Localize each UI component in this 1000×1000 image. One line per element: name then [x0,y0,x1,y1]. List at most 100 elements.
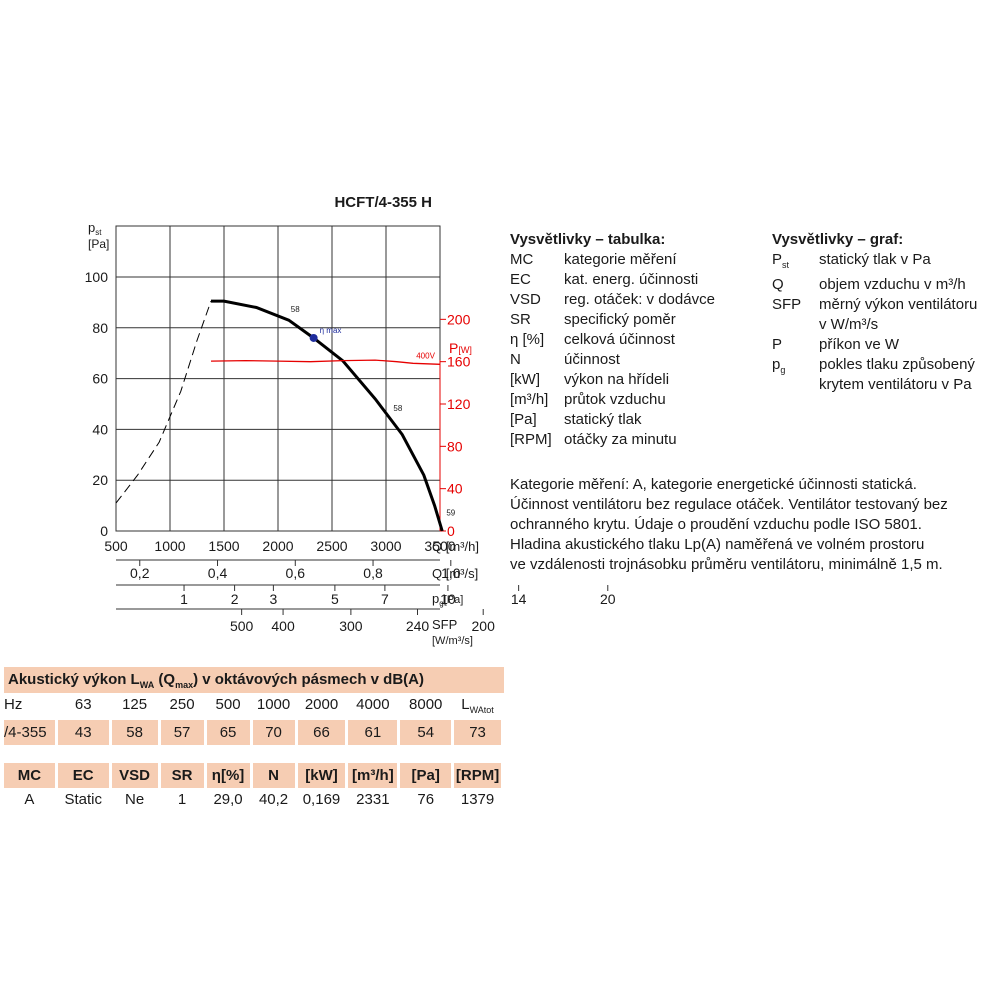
y-tick-label: 60 [92,371,108,387]
legend-table-key: [Pa] [510,411,537,428]
secondary-axis-pg-label: 14 [511,591,527,607]
x-tick-label: 3000 [370,538,401,554]
legend-graph-key: Q [772,276,784,293]
acoustic-header-cell: 2000 [304,696,339,713]
legend-graph: Vysvětlivky – graf: Pst statický tlak v P… [772,230,997,395]
x-tick-label: 2500 [316,538,347,554]
legend-table-item: [RPM] otáčky za minutu [510,430,760,450]
params-table: MC EC VSD SR η[%] N [kW] [m³/h] [Pa] [RPM] A Stati… [4,763,504,812]
x-tick-label: 3500 [424,538,455,554]
note-line: Kategorie měření: A, kategorie energetic… [510,476,917,493]
acoustic-header-cell: Hz [4,696,23,713]
y2-axis-label: P[W] [449,340,472,356]
secondary-axis-sfp-label: 240 [406,618,430,634]
legend-graph-key: P [772,336,783,353]
legend-graph-desc: statický tlak v Pa [819,251,931,268]
note-line: Hladina akustického tlaku Lp(A) naměřená… [510,536,925,553]
chart-annotation: 59 [446,508,455,517]
acoustic-header-cell: LWAtot [461,696,494,715]
legend-table-item: [kW] výkon na hřídeli [510,370,760,390]
params-value-cell: A [24,791,35,808]
params-table-row: A Static Ne 1 29,0 40,2 0,169 2331 76 1379 [4,788,504,812]
legend-table-key: [kW] [510,371,540,388]
note-line: ochranného krytu. Údaje o proudění vzduc… [510,516,922,533]
legend-table-key: [m³/h] [510,391,549,408]
legend-table-item: SR specifický poměr [510,310,760,330]
params-header-cell: MC [4,763,55,788]
params-header-cell: SR [160,763,204,788]
y2-tick-label: 80 [447,438,463,454]
params-value-cell: 1379 [460,791,495,808]
acoustic-value-cell: 54 [400,720,452,745]
legend-graph-item: pg pokles tlaku způsobený krytem ventiláto… [772,355,997,395]
legend-graph-desc: příkon ve W [819,336,900,353]
y-tick-label: 80 [92,320,108,336]
legend-graph-key: pg [772,356,786,375]
legend-table-item: η [%] celková účinnost [510,330,760,350]
legend-table-title: Vysvětlivky – tabulka: [510,231,666,248]
legend-table-key: N [510,351,521,368]
y2-tick-label: 40 [447,481,463,497]
params-header-cell: η[%] [206,763,250,788]
secondary-axis-pg-label: 10 [440,591,456,607]
params-value-cell: 1 [177,791,187,808]
stall-region-dashed-line [115,300,212,504]
legend-table-item: [Pa] statický tlak [510,410,760,430]
acoustic-value-cell: 61 [348,720,398,745]
acoustic-table-title: Akustický výkon LWA (Qmax) v oktávových … [4,667,504,693]
legend-table-item: MC kategorie měření [510,250,760,270]
y2-tick-label: 0 [447,523,455,539]
secondary-axis-pg-label: 5 [331,591,339,607]
acoustic-value-cell: 66 [297,720,346,745]
x-tick-label: 1000 [154,538,185,554]
legend-table-desc: účinnost [564,351,620,368]
acoustic-value-cell: 70 [252,720,295,745]
legend-table-item: VSD reg. otáček: v dodávce [510,290,760,310]
secondary-axis-qs-label: 0,2 [130,565,150,581]
x-tick-label: 500 [104,538,128,554]
y2-tick-label: 160 [447,354,471,370]
y2-tick-label: 120 [447,396,471,412]
acoustic-value-cell: /4-355 [4,720,55,745]
note-line: Účinnost ventilátoru bez regulace otáček… [510,496,948,513]
acoustic-table-header: Hz 63 125 250 500 1000 2000 4000 8000 LWAtot [4,693,504,717]
acoustic-table-row: /4-355 43 58 57 65 70 66 61 54 73 [4,720,504,745]
secondary-axis-sfp-label: 400 [271,618,295,634]
params-table-header: MC EC VSD SR η[%] N [kW] [m³/h] [Pa] [RPM] [4,763,504,788]
secondary-axis-qs-label: 0,6 [286,565,306,581]
legend-table-desc: otáčky za minutu [564,431,677,448]
y2-tick-label: 200 [447,311,471,327]
legend-graph-item: SFP měrný výkon ventilátoru v W/m³/s [772,295,997,335]
y-axis-label: pst [88,220,102,237]
legend-graph-key: SFP [772,296,802,313]
legend-graph-desc: pokles tlaku způsobený krytem ventilátoru… [819,356,975,393]
acoustic-value-cell: 58 [111,720,158,745]
y-tick-label: 20 [92,472,108,488]
params-value-cell: 29,0 [213,791,243,808]
x-tick-label: 1500 [208,538,239,554]
acoustic-header-cell: 8000 [409,696,443,713]
params-header-cell: VSD [111,763,158,788]
legend-table-key: MC [510,251,534,268]
legend-table-desc: kat. energ. účinnosti [564,271,699,288]
params-value-cell: 2331 [356,791,390,808]
legend-table-desc: reg. otáček: v dodávce [564,291,715,308]
secondary-axis-pg-title: pg[Pa] [432,591,463,608]
acoustic-header-cell: 63 [74,696,92,713]
params-header-cell: [m³/h] [348,763,398,788]
legend-graph-item: Pst statický tlak v Pa [772,250,997,275]
acoustic-table: Akustický výkon LWA (Qmax) v oktávových … [4,667,504,745]
secondary-axis-pg-label: 20 [600,591,616,607]
acoustic-header-cell: 250 [169,696,195,713]
legend-table-item: EC kat. energ. účinnosti [510,270,760,290]
secondary-axis-sfp-unit: [W/m³/s] [432,635,473,647]
secondary-axis-pg-label: 7 [381,591,389,607]
pressure-curve-line [211,299,444,532]
chart-annotation: 58 [393,404,402,413]
legend-graph-key: Pst [772,251,790,270]
params-header-cell: [kW] [297,763,346,788]
legend-table-desc: kategorie měření [564,251,677,268]
secondary-axis-qs-label: 0,8 [363,565,383,581]
